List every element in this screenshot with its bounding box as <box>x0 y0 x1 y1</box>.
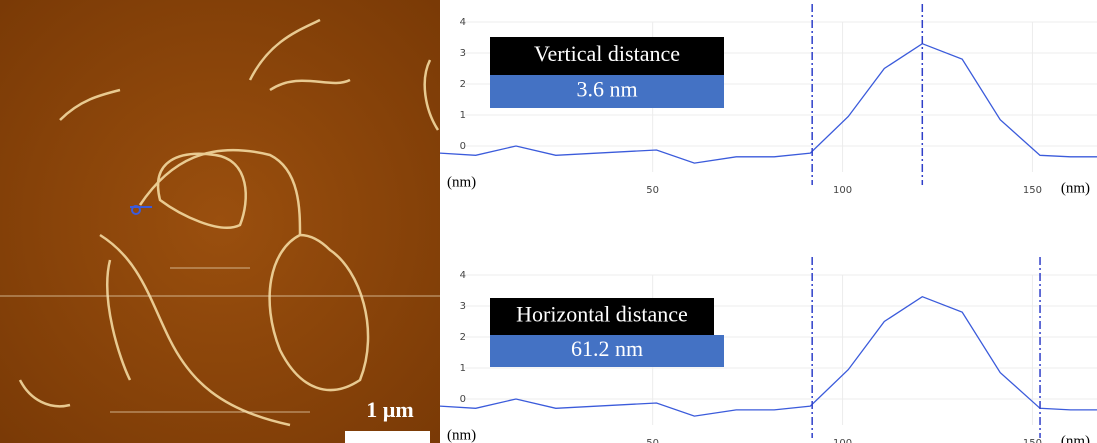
annotation-title: Horizontal distance <box>516 302 688 327</box>
y-axis-unit: (nm) <box>447 174 476 190</box>
scale-bar-label: 1 µm <box>366 397 414 422</box>
y-axis-unit: (nm) <box>447 427 476 443</box>
x-axis-unit: (nm) <box>1061 180 1090 196</box>
x-tick-label: 50 <box>646 438 659 443</box>
y-tick-label: 2 <box>460 79 466 90</box>
y-tick-label: 1 <box>460 110 466 121</box>
y-tick-label: 4 <box>460 270 466 281</box>
y-tick-label: 0 <box>460 394 466 405</box>
line-chart: 0 1 2 3 4 50 100 150 (nm) (nm) Horizontal distance… <box>440 257 1097 443</box>
line-chart: 0 1 2 3 4 50 100 150 (nm) (nm) Vertical distance 3.… <box>440 4 1097 196</box>
figure: 1 µm 0123450100150(nm)(nm)Vertical dista… <box>0 0 1097 443</box>
annotation-value: 61.2 nm <box>571 336 643 361</box>
y-tick-label: 3 <box>460 48 466 59</box>
x-tick-label: 150 <box>1023 185 1042 196</box>
y-tick-label: 4 <box>460 17 466 28</box>
annotation-title: Vertical distance <box>534 41 680 66</box>
annotation-value: 3.6 nm <box>576 77 637 102</box>
y-tick-label: 1 <box>460 363 466 374</box>
afm-image: 1 µm <box>0 0 440 443</box>
y-tick-label: 2 <box>460 332 466 343</box>
y-tick-label: 3 <box>460 301 466 312</box>
x-tick-label: 100 <box>833 185 852 196</box>
x-axis-unit: (nm) <box>1061 433 1090 443</box>
x-tick-label: 50 <box>646 185 659 196</box>
x-tick-label: 150 <box>1023 438 1042 443</box>
x-tick-label: 100 <box>833 438 852 443</box>
y-tick-label: 0 <box>460 141 466 152</box>
